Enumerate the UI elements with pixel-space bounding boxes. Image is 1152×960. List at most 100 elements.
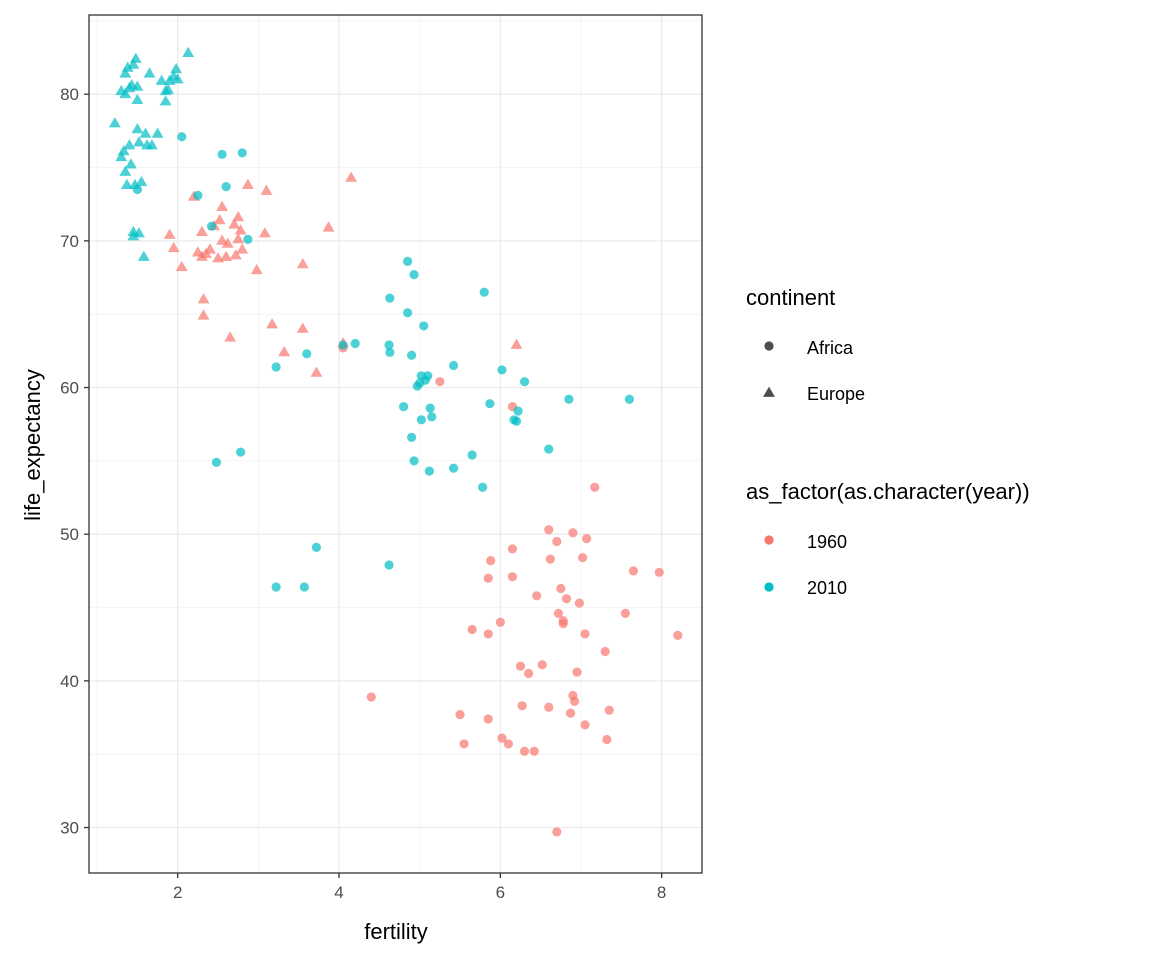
data-point-2010-africa — [302, 349, 312, 359]
data-point-2010-africa — [385, 347, 395, 357]
plot-panel — [88, 14, 703, 874]
data-point-2010-africa — [409, 270, 419, 280]
y-tick-label: 60 — [60, 379, 79, 398]
data-point-1960-europe — [220, 250, 233, 261]
y-tick-label: 50 — [60, 525, 79, 544]
data-point-2010-africa — [425, 403, 435, 413]
data-point-2010-africa — [402, 256, 413, 266]
data-point-2010-europe — [133, 136, 145, 147]
data-point-2010-africa — [409, 456, 419, 466]
data-point-1960-africa — [519, 746, 530, 756]
data-point-1960-africa — [561, 594, 572, 604]
data-point-1960-africa — [574, 598, 585, 608]
data-point-2010-europe — [120, 178, 133, 190]
data-point-2010-africa — [407, 350, 417, 360]
data-point-1960-europe — [296, 322, 309, 333]
data-point-2010-africa — [271, 582, 281, 592]
legend-key-circle-icon — [764, 341, 774, 351]
data-point-2010-africa — [448, 463, 459, 473]
data-point-2010-africa — [299, 582, 309, 592]
y-axis: 30 40 50 60 70 80 — [60, 85, 89, 838]
data-point-1960-africa — [620, 608, 630, 619]
data-point-1960-africa — [483, 714, 493, 724]
data-point-1960-africa — [552, 827, 562, 837]
data-point-1960-africa — [602, 734, 612, 745]
data-point-2010-africa — [384, 340, 394, 350]
legend-key-2010-icon — [764, 582, 774, 592]
data-point-2010-africa — [511, 416, 522, 426]
data-point-1960-europe — [322, 221, 335, 232]
data-point-1960-africa — [529, 746, 539, 756]
data-point-1960-europe — [510, 338, 523, 349]
panel-border — [88, 14, 703, 874]
data-point-2010-europe — [139, 127, 152, 138]
data-point-1960-africa — [483, 573, 493, 583]
data-point-1960-africa — [517, 701, 527, 711]
data-point-2010-africa — [221, 182, 231, 192]
data-point-1960-africa — [580, 629, 590, 639]
data-point-2010-africa — [311, 542, 322, 553]
data-point-2010-africa — [485, 399, 495, 409]
data-point-2010-africa — [513, 406, 523, 416]
data-point-2010-europe — [129, 178, 141, 190]
legend-key-triangle-icon — [763, 386, 775, 397]
data-point-1960-africa — [558, 619, 568, 629]
x-axis-title: fertility — [364, 919, 428, 944]
data-point-2010-europe — [131, 93, 144, 104]
data-point-2010-europe — [108, 117, 121, 128]
data-point-1960-africa — [497, 733, 507, 743]
grid-lines — [89, 15, 702, 873]
data-point-2010-africa — [467, 450, 477, 460]
data-point-2010-africa — [177, 132, 187, 142]
data-point-1960-africa — [654, 567, 664, 577]
data-point-1960-africa — [578, 553, 588, 563]
data-point-2010-africa — [544, 444, 554, 454]
data-point-2010-europe — [117, 145, 130, 156]
data-point-1960-africa — [503, 739, 514, 749]
data-point-1960-africa — [467, 624, 477, 635]
data-point-2010-europe — [131, 80, 144, 91]
legend-label-1960: 1960 — [807, 532, 847, 552]
legend-title-year: as_factor(as.character(year)) — [746, 479, 1030, 504]
y-axis-title: life_expectancy — [20, 369, 45, 521]
data-point-2010-europe — [145, 139, 158, 150]
data-point-1960-europe — [241, 178, 254, 190]
data-point-1960-europe — [175, 260, 188, 272]
data-point-2010-africa — [398, 402, 409, 412]
data-point-2010-europe — [162, 83, 174, 94]
legend: continent Africa Europe as_factor(as.cha… — [746, 285, 1030, 598]
x-tick-label: 6 — [496, 883, 505, 902]
legend-key-1960-icon — [764, 535, 774, 545]
data-point-1960-africa — [628, 566, 639, 576]
data-point-2010-africa — [519, 377, 530, 387]
data-point-2010-africa — [427, 412, 437, 422]
y-tick-label: 30 — [60, 819, 79, 838]
data-point-1960-europe — [236, 243, 249, 254]
data-point-1960-europe — [213, 213, 226, 225]
data-point-1960-africa — [600, 646, 610, 657]
x-tick-label: 2 — [173, 883, 182, 902]
data-point-1960-africa — [483, 629, 493, 639]
data-point-2010-africa — [243, 234, 253, 244]
data-point-1960-europe — [224, 331, 237, 342]
data-point-2010-europe — [133, 227, 145, 238]
data-point-1960-africa — [455, 710, 465, 720]
data-point-2010-europe — [170, 62, 183, 74]
data-point-1960-africa — [568, 528, 578, 538]
data-point-2010-europe — [151, 127, 164, 138]
data-point-1960-africa — [552, 536, 562, 547]
data-point-1960-europe — [197, 309, 210, 320]
data-point-2010-africa — [236, 447, 246, 457]
data-point-2010-africa — [217, 149, 227, 159]
data-point-1960-africa — [673, 630, 683, 641]
data-point-2010-africa — [564, 394, 574, 404]
data-point-1960-europe — [278, 345, 291, 357]
data-point-2010-africa — [271, 362, 281, 372]
data-point-1960-europe — [163, 228, 176, 239]
data-point-1960-africa — [544, 525, 554, 535]
data-point-1960-africa — [572, 667, 582, 677]
x-tick-label: 4 — [334, 883, 343, 902]
data-point-2010-europe — [121, 61, 134, 72]
